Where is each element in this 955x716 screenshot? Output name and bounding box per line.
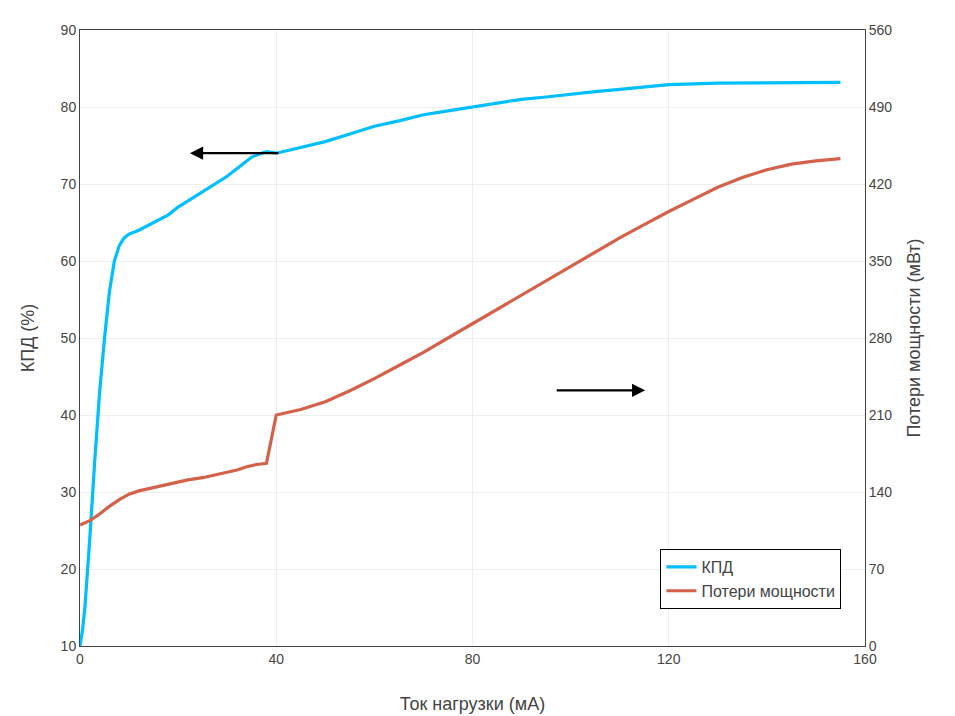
svg-text:30: 30 bbox=[61, 484, 77, 500]
svg-text:70: 70 bbox=[61, 176, 77, 192]
svg-text:90: 90 bbox=[61, 22, 77, 38]
svg-text:50: 50 bbox=[61, 330, 77, 346]
svg-text:0: 0 bbox=[76, 651, 84, 667]
svg-text:40: 40 bbox=[61, 407, 77, 423]
svg-text:0: 0 bbox=[869, 638, 877, 654]
svg-text:Потери мощности (мВт): Потери мощности (мВт) bbox=[904, 238, 924, 437]
svg-text:280: 280 bbox=[869, 330, 893, 346]
svg-text:10: 10 bbox=[61, 638, 77, 654]
svg-text:560: 560 bbox=[869, 22, 893, 38]
svg-text:160: 160 bbox=[853, 651, 877, 667]
svg-text:КПД: КПД bbox=[701, 559, 733, 576]
svg-text:40: 40 bbox=[268, 651, 284, 667]
svg-text:60: 60 bbox=[61, 253, 77, 269]
svg-text:210: 210 bbox=[869, 407, 893, 423]
svg-text:КПД (%): КПД (%) bbox=[18, 304, 38, 373]
svg-text:350: 350 bbox=[869, 253, 893, 269]
svg-text:70: 70 bbox=[869, 561, 885, 577]
svg-text:20: 20 bbox=[61, 561, 77, 577]
svg-text:490: 490 bbox=[869, 99, 893, 115]
svg-text:Потери мощности: Потери мощности bbox=[701, 583, 834, 600]
svg-text:80: 80 bbox=[465, 651, 481, 667]
svg-text:80: 80 bbox=[61, 99, 77, 115]
svg-text:420: 420 bbox=[869, 176, 893, 192]
svg-text:Ток нагрузки (мА): Ток нагрузки (мА) bbox=[400, 694, 545, 714]
svg-text:120: 120 bbox=[657, 651, 681, 667]
svg-text:140: 140 bbox=[869, 484, 893, 500]
